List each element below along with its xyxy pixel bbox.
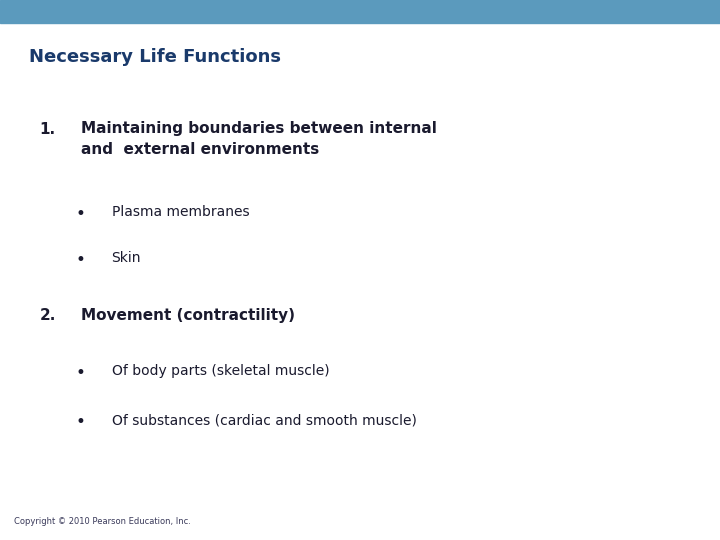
Text: 2.: 2. — [40, 308, 56, 323]
Text: •: • — [76, 205, 86, 223]
Text: •: • — [76, 251, 86, 269]
Text: Maintaining boundaries between internal
and  external environments: Maintaining boundaries between internal … — [81, 122, 437, 158]
Text: Plasma membranes: Plasma membranes — [112, 205, 249, 219]
Text: 1.: 1. — [40, 122, 55, 137]
Text: Movement (contractility): Movement (contractility) — [81, 308, 295, 323]
Text: Of body parts (skeletal muscle): Of body parts (skeletal muscle) — [112, 364, 329, 379]
Text: •: • — [76, 413, 86, 431]
Text: Of substances (cardiac and smooth muscle): Of substances (cardiac and smooth muscle… — [112, 413, 416, 427]
Text: Necessary Life Functions: Necessary Life Functions — [29, 48, 281, 66]
Bar — [0, 0, 720, 23]
Text: •: • — [76, 364, 86, 382]
Text: Copyright © 2010 Pearson Education, Inc.: Copyright © 2010 Pearson Education, Inc. — [14, 517, 192, 526]
Text: Skin: Skin — [112, 251, 141, 265]
